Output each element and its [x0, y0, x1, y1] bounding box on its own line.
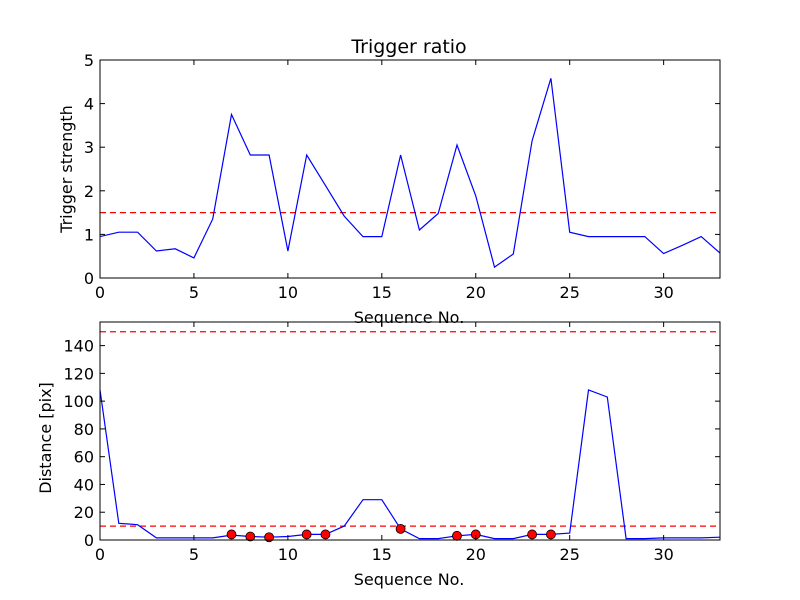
y-tick-label: 5	[84, 51, 94, 70]
data-marker	[546, 529, 556, 540]
x-tick-label: 15	[372, 545, 392, 564]
x-axis-label-bottom: Sequence No.	[354, 570, 465, 589]
x-tick-label: 25	[560, 545, 580, 564]
data-marker	[527, 529, 538, 540]
y-tick-label: 3	[84, 138, 94, 157]
data-marker	[245, 531, 256, 542]
x-tick-label: 30	[653, 545, 673, 564]
x-tick-label: 30	[653, 283, 673, 302]
y-tick-label: 0	[84, 531, 94, 550]
y-tick-label: 40	[74, 475, 94, 494]
x-tick-label: 5	[189, 283, 199, 302]
x-tick-label: 10	[278, 545, 298, 564]
y-tick-label: 60	[74, 448, 94, 467]
data-marker	[264, 532, 274, 543]
x-tick-label: 5	[189, 545, 199, 564]
y-axis-label-top: Trigger strength	[57, 105, 76, 234]
data-marker	[226, 529, 237, 540]
x-tick-label: 20	[466, 283, 486, 302]
trigger-ratio-axes: 0 5 10 15 20 25 30 0 1 2 3 4 5	[84, 51, 721, 302]
data-marker	[301, 529, 312, 540]
data-marker	[320, 529, 331, 540]
x-tick-label: 10	[278, 283, 298, 302]
y-tick-label: 140	[63, 337, 94, 356]
y-tick-label: 80	[74, 420, 94, 439]
x-axis-label-top: Sequence No.	[354, 308, 465, 327]
series-line-0	[100, 78, 720, 269]
y-tick-label: 2	[84, 182, 94, 201]
series-line-0	[100, 389, 720, 540]
y-tick-label: 120	[63, 364, 94, 383]
y-tick-label: 4	[84, 95, 94, 114]
plot-frame	[99, 321, 721, 541]
data-marker	[395, 523, 406, 534]
y-axis-label-bottom: Distance [pix]	[36, 382, 55, 494]
y-tick-label: 100	[63, 392, 94, 411]
y-tick-label: 20	[74, 503, 94, 522]
y-tick-label: 0	[84, 269, 94, 288]
distance-axes: 0 5 10 15 20 25 30 0 20 40 60 80 100 120 140	[63, 321, 721, 564]
x-tick-label: 0	[95, 283, 105, 302]
x-tick-label: 15	[372, 283, 392, 302]
plot-frame	[99, 59, 721, 279]
y-tick-label: 1	[84, 225, 94, 244]
chart-title-top: Trigger ratio	[350, 36, 466, 58]
x-tick-label: 25	[560, 283, 580, 302]
x-tick-label: 0	[95, 545, 105, 564]
x-tick-label: 20	[466, 545, 486, 564]
data-marker	[452, 530, 462, 541]
